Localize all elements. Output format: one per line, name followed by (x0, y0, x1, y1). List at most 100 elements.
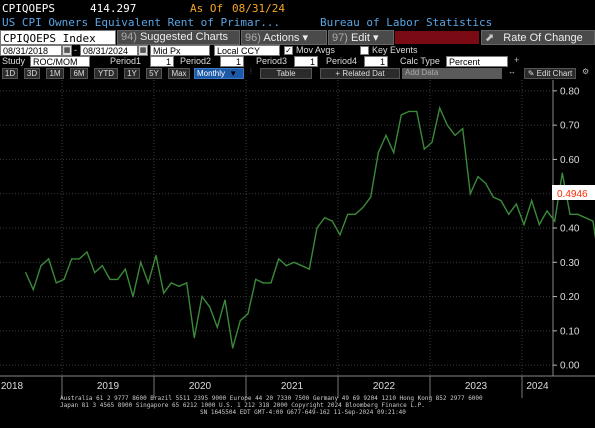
data-point (117, 278, 119, 280)
x-year-label: 2020 (189, 381, 212, 392)
price-field-select[interactable]: Mid Px (150, 45, 210, 56)
chart-area: 2018 2019 2020 2021 2022 2023 2024 0.00 0.10 0.2… (0, 80, 595, 416)
range-3d-button[interactable]: 3D (24, 68, 40, 79)
calc-type-select[interactable]: Percent (446, 56, 508, 67)
security-field[interactable]: CPIQOEPS Index (0, 30, 116, 45)
data-point (201, 296, 203, 298)
last-value-label: 0.4946 (557, 189, 588, 200)
period3-field[interactable]: 1 (294, 56, 318, 67)
data-point (523, 224, 525, 226)
period2-field[interactable]: 1 (220, 56, 244, 67)
data-point (86, 251, 88, 253)
zoom-icon[interactable]: ↔ (508, 67, 516, 76)
range-1d-button[interactable]: 1D (2, 68, 18, 79)
range-1y-button[interactable]: 1Y (124, 68, 140, 79)
period4-field[interactable]: 1 (364, 56, 388, 67)
data-point (178, 285, 180, 287)
data-point (193, 337, 195, 339)
data-point (94, 272, 96, 274)
key-events-checkbox[interactable] (360, 46, 369, 55)
settings-icon[interactable]: ⚙ (582, 67, 590, 76)
range-6m-button[interactable]: 6M (70, 68, 88, 79)
data-point (32, 289, 34, 291)
data-point (347, 213, 349, 215)
table-button[interactable]: Table (260, 68, 312, 79)
data-point (232, 347, 234, 349)
data-point (278, 258, 280, 260)
y-tick-label: 0.30 (560, 258, 580, 269)
series-description: US CPI Owners Equivalent Rent of Primar.… (2, 16, 281, 29)
data-point (592, 220, 594, 222)
data-point (209, 306, 211, 308)
start-date-calendar-icon[interactable]: ▦ (62, 45, 72, 56)
data-point (163, 292, 165, 294)
related-data-button[interactable]: + Related Dat (320, 68, 400, 79)
end-date-field[interactable]: 08/31/2024 (80, 45, 138, 56)
key-events-label: Key Events (372, 45, 418, 55)
end-date-calendar-icon[interactable]: ▦ (138, 45, 148, 56)
data-point (531, 200, 533, 202)
data-point (439, 107, 441, 109)
data-point (216, 326, 218, 328)
data-point (477, 176, 479, 178)
edit-label: Edit (350, 32, 370, 44)
period4-label: Period4 (326, 56, 358, 66)
y-tick-label: 0.60 (560, 155, 580, 166)
rate-of-change-button[interactable]: ⬈ Rate Of Change (481, 30, 595, 45)
data-point (400, 114, 402, 116)
period1-field[interactable]: 1 (150, 56, 174, 67)
y-tick-label: 0.10 (560, 326, 580, 337)
add-data-field[interactable]: Add Data (402, 68, 502, 79)
suggested-charts-button[interactable]: 94) Suggested Charts (117, 30, 240, 45)
data-point (554, 220, 556, 222)
data-point (270, 282, 272, 284)
study-type-select[interactable]: ROC/MOM (30, 56, 90, 67)
data-point (370, 196, 372, 198)
range-5y-button[interactable]: 5Y (146, 68, 162, 79)
data-point (515, 203, 517, 205)
data-point (416, 110, 418, 112)
frequency-select[interactable]: Monthly ▼ (194, 68, 244, 79)
x-year-label: 2018 (1, 381, 24, 392)
red-status-bar (395, 31, 479, 44)
footer-line3: SN 1645504 EDT GMT-4:00 G677-649-162 11-… (200, 409, 406, 416)
series-points (25, 107, 594, 349)
y-tick-label: 0.80 (560, 86, 580, 97)
data-point (385, 134, 387, 136)
caret-down-icon: ▾ (302, 32, 309, 44)
plus-icon: + (335, 69, 341, 78)
data-point (569, 213, 571, 215)
start-date-field[interactable]: 08/31/2018 (0, 45, 62, 56)
data-point (140, 261, 142, 263)
mov-avgs-checkbox[interactable]: ✓ (284, 46, 293, 55)
footer: Australia 61 2 9777 8600 Brazil 5511 239… (60, 395, 483, 416)
actions-label: Actions (263, 32, 300, 44)
y-tick-label: 0.40 (560, 224, 580, 235)
data-point (362, 206, 364, 208)
edit-button[interactable]: 97) Edit ▾ (328, 30, 394, 45)
actions-button[interactable]: 96) Actions ▾ (241, 30, 327, 45)
data-point (538, 224, 540, 226)
x-year-label: 2021 (281, 381, 304, 392)
data-point (55, 282, 57, 284)
edit-chart-button[interactable]: ✎ Edit Chart (524, 68, 576, 79)
range-ytd-button[interactable]: YTD (94, 68, 118, 79)
y-tick-label: 0.70 (560, 121, 580, 132)
data-point (462, 128, 464, 130)
y-tick-label: 0.20 (560, 292, 580, 303)
chart-type-icon[interactable]: ⦙ (250, 67, 252, 76)
data-point (469, 193, 471, 195)
range-max-button[interactable]: Max (168, 68, 190, 79)
data-point (63, 278, 65, 280)
plus-icon[interactable]: + (514, 55, 520, 65)
pencil-icon: ✎ (527, 69, 535, 78)
description-bar: US CPI Owners Equivalent Rent of Primar.… (0, 15, 595, 30)
range-1m-button[interactable]: 1M (46, 68, 64, 79)
caret-down-icon: ▼ (229, 69, 238, 78)
currency-select[interactable]: Local CCY (214, 45, 280, 56)
as-of-label: As Of (190, 2, 224, 15)
toolbar: CPIQOEPS Index 94) Suggested Charts 96) … (0, 30, 595, 45)
x-year-label: 2023 (465, 381, 488, 392)
data-point (577, 213, 579, 215)
data-point (377, 152, 379, 154)
